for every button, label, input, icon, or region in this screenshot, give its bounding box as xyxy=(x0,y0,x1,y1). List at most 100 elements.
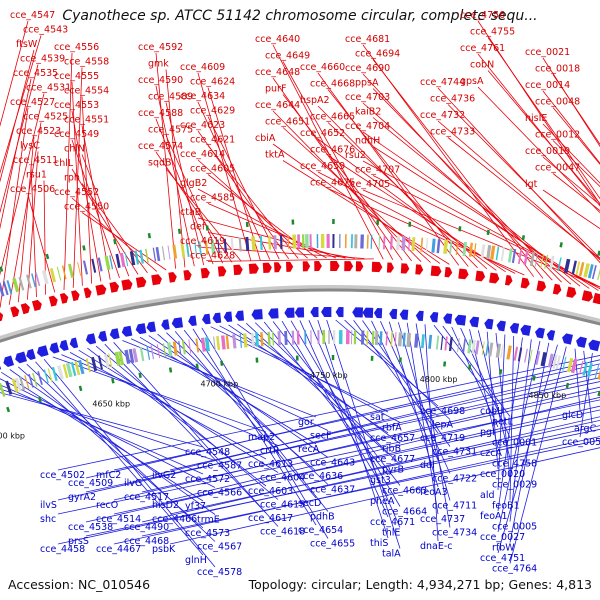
rna-mark xyxy=(147,233,151,239)
reverse-gene-label: cce_0005 xyxy=(492,522,537,533)
kbp-tick-label: 4650 kbp xyxy=(92,400,130,409)
forward-gene-arrow xyxy=(0,312,4,322)
reverse-gene-label: cce_4468 xyxy=(124,536,169,547)
cog-feature-box xyxy=(134,250,140,265)
reverse-gene-arrow xyxy=(212,312,222,324)
reverse-gene-label: yf37 xyxy=(185,501,206,512)
reverse-gene-label: cce_4604 xyxy=(260,473,305,484)
reverse-leader-line xyxy=(442,325,511,417)
reverse-gene-arrow xyxy=(284,307,295,318)
reverse-gene-arrow xyxy=(223,311,233,322)
forward-leader-line xyxy=(487,70,600,205)
cog-feature-box xyxy=(152,247,157,262)
cog-feature-box xyxy=(511,248,517,264)
forward-gene-label: purF xyxy=(265,84,286,95)
forward-gene-arrow xyxy=(262,262,272,274)
reverse-gene-leader-lines xyxy=(0,319,600,568)
reverse-gene-label: recO xyxy=(96,500,118,511)
reverse-gene-label: cce_0029 xyxy=(492,480,537,491)
reverse-leader-line xyxy=(497,344,558,554)
reverse-leader-line xyxy=(497,340,541,533)
reverse-gene-arrow xyxy=(135,323,147,335)
forward-gene-arrow xyxy=(444,266,453,278)
cog-feature-box xyxy=(56,266,62,281)
cog-feature-box xyxy=(243,333,248,348)
map-title: Cyanothece sp. ATCC 51142 chromosome cir… xyxy=(62,8,538,24)
forward-leader-line xyxy=(372,88,562,283)
cog-feature-box xyxy=(390,331,393,346)
forward-gene-arrow xyxy=(83,287,92,299)
reverse-leader-line xyxy=(169,447,600,545)
cog-feature-box xyxy=(440,336,444,351)
reverse-gene-label: cce_4467 xyxy=(96,544,141,555)
reverse-leader-line xyxy=(169,396,600,501)
reverse-leader-line xyxy=(61,354,279,446)
rna-mark xyxy=(168,367,173,373)
reverse-gene-label: pheA xyxy=(370,496,395,507)
forward-gene-arrow xyxy=(31,299,42,312)
reverse-leader-line xyxy=(0,378,216,488)
reverse-cog-band xyxy=(0,329,600,397)
reverse-leader-line xyxy=(148,335,329,458)
forward-gene-arrow xyxy=(233,264,243,276)
reverse-gene-arrow xyxy=(429,311,439,323)
cog-feature-box xyxy=(485,341,489,356)
reverse-leader-line xyxy=(497,337,523,512)
reverse-gene-arrow xyxy=(535,327,545,339)
cog-feature-box xyxy=(571,260,577,275)
forward-gene-label: cce_0048 xyxy=(535,97,580,108)
reverse-gene-arrow xyxy=(454,314,467,326)
forward-leader-line xyxy=(17,136,35,303)
cog-feature-box xyxy=(78,359,85,375)
reverse-gene-label: thlE xyxy=(382,528,400,539)
rna-mark xyxy=(113,238,117,245)
reverse-gene-arrow xyxy=(576,336,587,348)
reverse-gene-arrow xyxy=(251,309,263,320)
cog-feature-box xyxy=(61,265,67,280)
reverse-gene-arrow xyxy=(69,337,79,349)
reverse-gene-arrow xyxy=(36,345,49,357)
forward-leader-line xyxy=(542,123,600,184)
reverse-leader-line xyxy=(122,340,317,418)
reverse-leader-line xyxy=(183,329,329,512)
forward-leader-line xyxy=(272,44,384,260)
reverse-gene-label: recA xyxy=(298,444,320,455)
reverse-gene-arrow xyxy=(146,321,156,333)
reverse-gene-label: feoA3 xyxy=(420,487,448,498)
forward-leader-line xyxy=(197,72,252,261)
cog-feature-box xyxy=(366,330,369,345)
forward-gene-label: cce_4665 xyxy=(310,112,355,123)
cog-feature-box xyxy=(129,251,136,266)
reverse-strand-genes xyxy=(0,307,600,370)
reverse-gene-label: cce_4567 xyxy=(197,542,242,553)
cog-feature-box xyxy=(583,263,590,278)
forward-cog-band xyxy=(0,233,600,297)
reverse-gene-label: cce_4731 xyxy=(432,447,477,458)
forward-leader-line xyxy=(552,107,600,165)
reverse-gene-label: cce_4578 xyxy=(197,567,242,578)
reverse-leader-line xyxy=(166,332,329,485)
reverse-gene-arrow xyxy=(3,355,15,367)
cog-feature-box xyxy=(557,257,562,272)
forward-leader-line xyxy=(0,107,29,308)
cog-feature-box xyxy=(500,247,505,262)
cog-feature-box xyxy=(109,255,114,270)
reverse-gene-label: gor xyxy=(298,417,314,428)
cog-feature-box xyxy=(245,236,250,252)
cog-feature-box xyxy=(35,272,41,287)
cog-feature-box xyxy=(555,355,561,370)
cog-feature-box xyxy=(428,334,433,349)
reverse-gene-label: ilvG2 xyxy=(152,470,176,481)
cog-feature-box xyxy=(507,248,513,263)
cog-feature-box xyxy=(251,236,256,251)
forward-gene-label: cce_4554 xyxy=(64,86,109,97)
cog-feature-box xyxy=(124,252,129,267)
reverse-gene-arrow xyxy=(562,333,573,345)
reverse-leader-line xyxy=(290,320,401,507)
reverse-gene-label: cce_0020 xyxy=(480,469,525,480)
reverse-gene-arrow xyxy=(201,313,211,325)
forward-gene-arrow xyxy=(48,295,58,307)
cog-feature-box xyxy=(517,347,523,362)
reverse-gene-label: cce_4711 xyxy=(432,501,477,512)
